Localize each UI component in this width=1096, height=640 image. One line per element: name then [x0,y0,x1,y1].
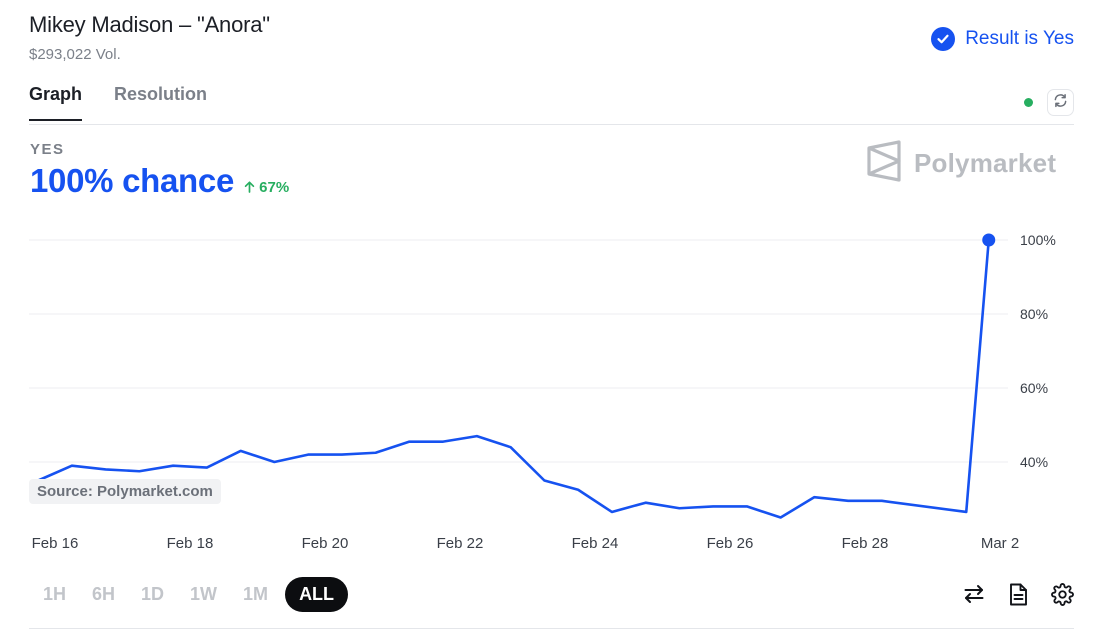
y-tick-label: 100% [1020,232,1056,248]
y-tick-label: 80% [1020,306,1048,322]
tab-resolution[interactable]: Resolution [114,84,208,104]
x-tick-label: Feb 18 [167,535,214,552]
chart-gridlines [29,239,1008,463]
gear-icon[interactable] [1050,582,1074,606]
market-title: Mikey Madison – "Anora" [29,12,270,37]
chart-series [36,233,996,519]
change-value: 67% [259,179,290,196]
watermark-text: Polymarket [914,148,1057,178]
x-tick-label: Feb 28 [842,535,889,552]
polymarket-watermark: Polymarket [866,140,1056,187]
chance-value: 100% chance [30,162,234,199]
change-indicator: 67% [244,179,289,196]
series-line [36,238,991,519]
refresh-button[interactable] [1047,89,1074,116]
chart-tools [962,582,1074,606]
range-1d[interactable]: 1D [141,584,165,604]
x-tick-label: Feb 20 [302,535,349,552]
result-label: Result is Yes [965,28,1074,49]
market-volume: $293,022 Vol. [29,46,121,63]
result-status[interactable]: Result is Yes [931,27,1074,51]
refresh-icon [1053,93,1068,113]
y-tick-label: 60% [1020,380,1048,396]
arrow-up-icon [244,179,259,196]
range-1w[interactable]: 1W [190,584,218,604]
latest-point-marker [982,233,996,247]
y-tick-label: 40% [1020,454,1048,470]
x-tick-label: Mar 2 [981,535,1019,552]
range-1m[interactable]: 1M [243,584,269,604]
x-tick-label: Feb 24 [572,535,619,552]
x-axis-ticks: Feb 16 Feb 18 Feb 20 Feb 22 Feb 24 Feb 26 Feb … [32,535,1020,552]
document-icon[interactable] [1006,582,1030,606]
live-indicator [1024,98,1033,107]
outcome-label: YES [30,141,65,158]
price-chart: 100%80%60%40% Feb 16 Feb 18 Feb 20 Feb 22 Fe… [29,232,1056,552]
y-axis-ticks: 100% 80% 60% 40% [1020,232,1056,470]
x-tick-label: Feb 22 [437,535,484,552]
time-range-selector: 1H 6H 1D 1W 1M ALL [30,577,349,612]
polymarket-logo-icon [866,140,902,187]
bottom-divider [29,628,1074,629]
x-tick-label: Feb 26 [707,535,754,552]
range-1h[interactable]: 1H [43,584,67,604]
swap-arrows-icon[interactable] [962,582,986,606]
tabs-divider [29,124,1074,125]
check-circle-icon [931,27,956,51]
tab-bar: Graph Resolution [29,84,207,121]
tab-graph[interactable]: Graph [29,84,83,121]
source-label: Source: Polymarket.com [29,479,221,504]
range-6h[interactable]: 6H [92,584,116,604]
range-all[interactable]: ALL [285,577,349,612]
chance-summary: 100% chance 67% [30,162,289,200]
x-tick-label: Feb 16 [32,535,79,552]
